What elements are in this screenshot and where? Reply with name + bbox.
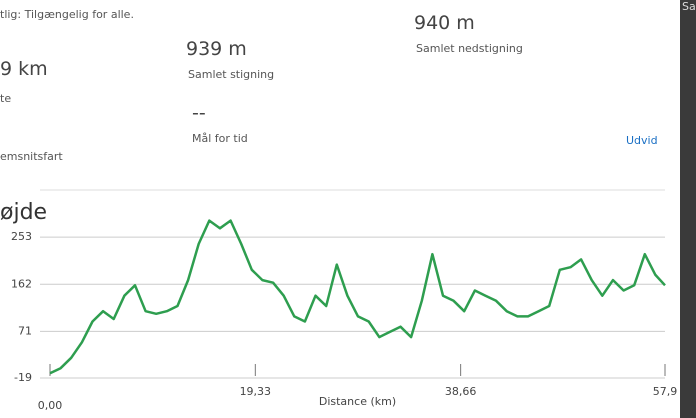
edge: Sa xyxy=(680,0,696,418)
y-tick-label: 162 xyxy=(11,277,32,290)
y-tick-label: 253 xyxy=(11,230,32,243)
corner-text: Sa xyxy=(682,0,696,13)
elevation-line xyxy=(50,221,665,374)
y-tick-label: 71 xyxy=(18,324,32,337)
x-tick-label: 38,66 xyxy=(445,385,477,398)
page: tlig: Tilgængelig for alle. 9 km te 939 … xyxy=(0,0,696,418)
x-tick-label: 19,33 xyxy=(240,385,272,398)
chart: -19 71 162 253 0,00 19,33 38,66 57,9 Distance (k… xyxy=(0,0,680,418)
x-tick-label: 57,9 xyxy=(653,385,678,398)
x-tick-label: 0,00 xyxy=(38,399,63,412)
y-tick-label: -19 xyxy=(14,371,32,384)
x-axis-label: Distance (km) xyxy=(319,395,396,408)
